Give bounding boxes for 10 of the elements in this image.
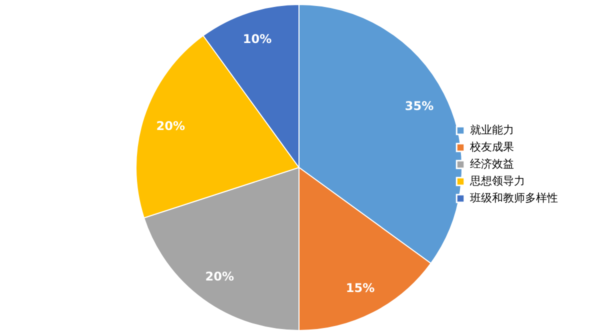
- legend-label: 就业能力: [470, 124, 514, 136]
- data-label: 10%: [242, 32, 272, 46]
- legend-label: 经济效益: [470, 158, 514, 170]
- legend-label: 班级和教师多样性: [470, 192, 558, 204]
- data-label: 35%: [404, 99, 434, 114]
- legend-label: 思想领导力: [469, 174, 525, 188]
- data-label: 20%: [156, 118, 185, 133]
- legend-label: 校友成果: [469, 140, 514, 154]
- data-label: 15%: [346, 280, 375, 295]
- data-label: 20%: [205, 270, 234, 284]
